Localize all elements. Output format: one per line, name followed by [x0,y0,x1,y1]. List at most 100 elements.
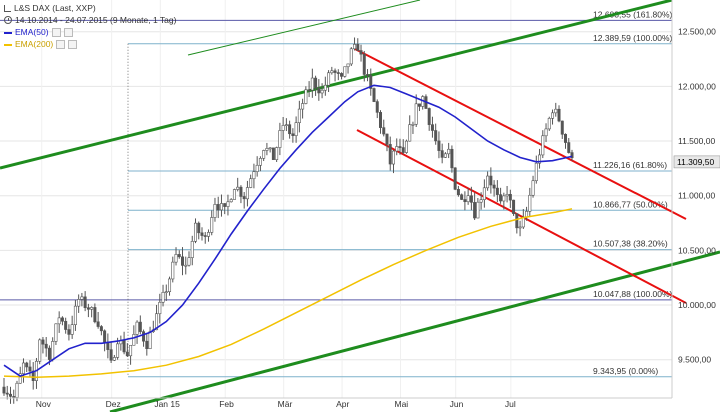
candle-body [297,108,301,123]
candle-body [135,321,139,335]
candle-body [99,326,103,332]
fib-label-1: 12.389,59 (100.00%) [593,33,673,43]
candle-body [434,130,438,142]
lower-red-channel [356,129,687,304]
candle-body [174,254,178,263]
candle-body [103,330,107,343]
candle-body [499,194,503,202]
candle-body [125,351,129,357]
candle-body [398,146,402,148]
candle-body [8,393,12,397]
candle-body [551,112,555,119]
clock-icon [4,16,12,24]
candle-body [379,112,383,128]
candle-body [304,89,308,104]
candle-body [336,72,340,74]
candle-body [557,108,561,122]
upper-red-channel [354,48,687,220]
candle-body [482,187,486,200]
candle-body [223,203,227,207]
candle-body [41,339,45,345]
candle-body [93,307,97,323]
y-tick-label-1: 12.000,00 [678,81,716,91]
candles [2,37,574,404]
thin-green-trendline [187,0,421,56]
candle-body [515,213,519,229]
x-tick-label-3: Feb [219,399,234,409]
upper-green-trendline [0,0,673,170]
candle-body [443,153,447,158]
candle-body [193,222,197,242]
candle-body [67,329,71,335]
candle-body [15,382,19,398]
candle-body [476,201,480,219]
candle-body [317,87,321,94]
candle-body [177,254,181,258]
candle-body [528,194,532,212]
candle-body [168,278,172,292]
candle-body [489,175,493,186]
candle-body [210,217,214,233]
y-tick-label-5: 10.000,00 [678,300,716,310]
candle-body [197,222,201,234]
candle-body [395,146,399,152]
candle-body [401,147,405,153]
ema200-settings-button[interactable] [56,39,66,49]
candle-body [239,186,243,197]
legend-instrument-row: L&S DAX (Last, XXP) [4,2,176,14]
candle-body [495,187,499,195]
candle-body [2,386,6,394]
legend-ema200: EMA(200) [15,39,54,49]
fib-label-4: 10.507,38 (38.20%) [593,239,668,249]
ema200-remove-button[interactable] [68,39,78,49]
candle-body [327,72,331,86]
candle-body [161,292,165,303]
candle-body [486,175,490,189]
candle-body [47,347,51,360]
legend-ema200-row[interactable]: EMA(200) [4,38,176,50]
ema200-line-icon [4,43,12,46]
legend-ema50-row[interactable]: EMA(50) [4,26,176,38]
candle-body [349,48,353,65]
candle-body [132,334,136,346]
candle-body [538,154,542,164]
candle-body [388,144,392,165]
candle-body [70,324,74,335]
candle-body [242,196,246,200]
candle-body [414,103,418,125]
candle-body [473,202,477,219]
candle-body [184,264,188,267]
candle-body [236,186,240,190]
candle-body [323,84,327,91]
candle-body [64,320,68,330]
candle-body [129,344,133,357]
candle-body [502,195,506,202]
x-tick-label-6: Mai [395,399,409,409]
fib-label-0: 12.603,55 (161.80%) [593,9,673,19]
ema50-settings-button[interactable] [51,27,61,37]
candle-body [333,70,337,73]
candle-body [314,77,318,89]
candle-body [200,232,204,236]
candle-body [554,108,558,114]
ema50-remove-button[interactable] [63,27,73,37]
candle-body [469,195,473,203]
candle-body [25,362,29,368]
candle-body [343,66,347,77]
candle-body [145,340,149,350]
candle-body [281,125,285,131]
candle-body [252,171,256,180]
candle-body [427,108,431,125]
candle-body [219,203,223,211]
candle-body [307,89,311,92]
last-price-tag [673,155,720,169]
candle-body [262,150,266,159]
y-tick-label-3: 11.000,00 [678,191,715,201]
candle-body [310,77,314,91]
candle-body [466,195,470,203]
candle-body [508,194,512,201]
candle-body [171,261,175,280]
candle-body [430,124,434,131]
candle-body [456,189,460,196]
candle-body [411,123,415,126]
